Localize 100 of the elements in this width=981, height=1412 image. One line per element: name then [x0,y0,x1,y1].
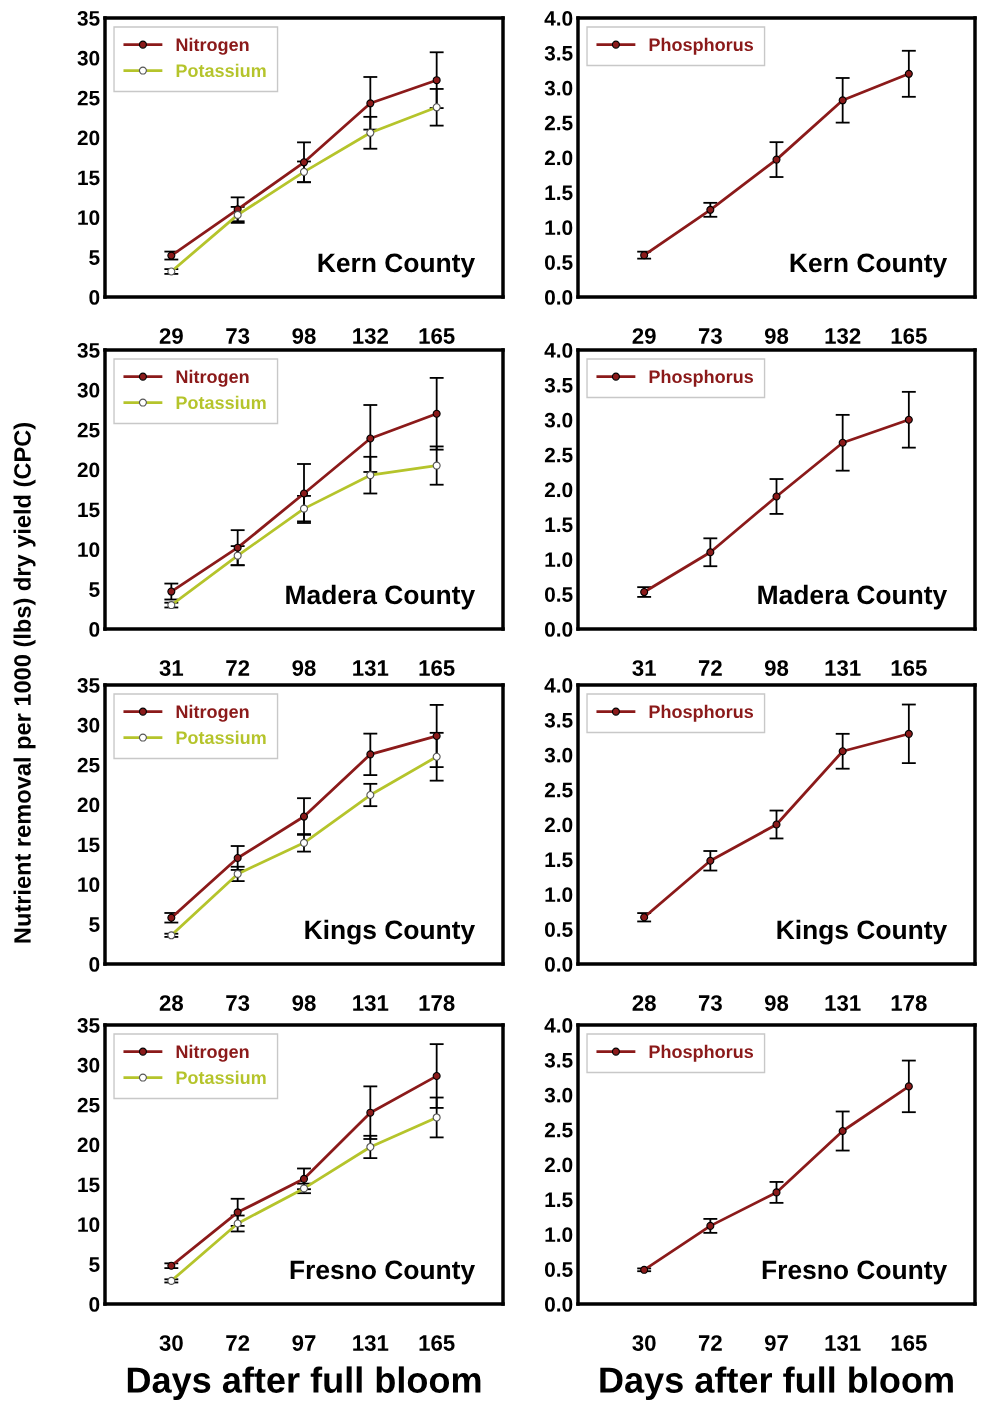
x-tick-label: 98 [292,660,316,676]
y-tick-label: 3.0 [544,80,573,96]
point [366,750,375,759]
legend-label: Potassium [176,63,266,78]
legend-label: Potassium [176,395,266,410]
y-tick-label: 20 [77,797,100,813]
point [366,434,375,443]
legend-label: Phosphorus [649,1044,753,1062]
point [904,729,913,738]
y-tick-label: 2.0 [544,1157,573,1173]
x-axis-title: Days after full bloom [127,1366,481,1401]
x-tick-label: 73 [226,328,250,344]
x-tick-label: 178 [891,995,927,1011]
legend-label: Nitrogen [176,37,249,55]
y-tick-label: 2.5 [544,447,573,463]
y-axis-title: Nutrient removal per 1000 (lbs) dry yield (CPC) [13,423,36,943]
y-tick-label: 5 [89,582,100,597]
y-tick-label: 0 [89,290,100,305]
x-tick-label: 29 [159,328,183,344]
point [432,409,441,418]
y-tick-label: 4.0 [544,11,573,26]
annotation: Kings County [777,919,948,945]
y-tick-label: 3.5 [544,45,573,61]
annotation: Fresno County [290,1260,476,1285]
y-tick-label: 30 [77,717,100,733]
x-tick-label: 72 [698,1335,722,1351]
point [299,812,309,821]
x-tick-label: 98 [764,328,789,344]
x-tick-label: 97 [292,1335,316,1351]
x-tick-label: 165 [891,328,927,344]
y-tick-label: 4.0 [544,343,573,358]
y-tick-label: 15 [78,502,100,518]
point [432,1071,441,1081]
x-tick-label: 72 [226,1335,250,1351]
y-tick-label: 20 [77,130,100,146]
y-tick-label: 10 [78,210,100,226]
y-tick-label: 1.5 [545,1192,573,1208]
point [432,76,441,85]
y-tick-label: 2.5 [544,782,573,798]
y-tick-label: 10 [78,877,100,893]
x-tick-label: 30 [159,1335,183,1351]
y-tick-label: 3.5 [544,1052,573,1068]
x-tick-label: 131 [825,660,861,676]
y-tick-label: 35 [77,11,100,26]
point [706,1221,715,1230]
y-tick-label: 3.0 [544,412,573,428]
x-tick-label: 31 [159,660,184,676]
point [772,155,781,164]
x-tick-label: 72 [226,660,250,676]
y-tick-label: 1.0 [545,220,573,235]
x-tick-label: 178 [419,995,455,1011]
x-tick-label: 28 [632,995,656,1011]
point [838,747,847,756]
annotation: Kern County [318,253,476,278]
annotation: Madera County [758,584,948,610]
annotation: Kings County [305,919,476,945]
y-tick-label: 15 [78,837,100,853]
y-tick-label: 2.0 [544,150,573,166]
x-tick-label: 132 [353,328,388,344]
y-tick-label: 3.0 [544,1087,573,1103]
y-tick-label: 3.5 [544,712,573,728]
x-tick-label: 131 [825,995,861,1011]
point [772,1188,781,1197]
x-tick-label: 28 [159,995,184,1011]
x-tick-label: 131 [353,995,389,1011]
point [772,820,781,829]
y-tick-label: 25 [77,1097,100,1113]
y-tick-label: 1.5 [545,852,573,868]
y-tick-label: 10 [78,1217,100,1233]
point [772,492,781,501]
x-tick-label: 165 [891,660,927,676]
legend-label: Potassium [176,1070,266,1085]
x-tick-label: 165 [891,1335,927,1351]
x-tick-label: 73 [226,995,250,1011]
y-tick-label: 20 [77,462,100,478]
annotation: Madera County [286,584,476,610]
y-tick-label: 2.5 [544,1122,573,1138]
y-tick-label: 35 [77,678,100,693]
x-tick-label: 131 [353,1335,389,1351]
point [233,853,242,863]
point [904,69,913,78]
x-tick-label: 73 [698,328,722,344]
y-tick-label: 0.0 [545,1297,573,1312]
point [904,1082,913,1091]
point [838,96,847,105]
legend-label: Nitrogen [176,1044,249,1062]
point [838,1126,847,1136]
point [432,731,441,741]
y-tick-label: 25 [77,757,100,773]
y-tick-label: 15 [78,170,100,186]
point [838,438,847,447]
y-tick-label: 0 [89,622,100,637]
point [904,415,913,424]
point [366,99,375,108]
y-tick-label: 0.0 [545,290,573,305]
point [299,489,309,498]
y-tick-label: 10 [78,542,100,558]
x-tick-label: 72 [698,660,722,676]
x-tick-label: 165 [419,328,455,344]
y-tick-label: 25 [77,90,100,106]
